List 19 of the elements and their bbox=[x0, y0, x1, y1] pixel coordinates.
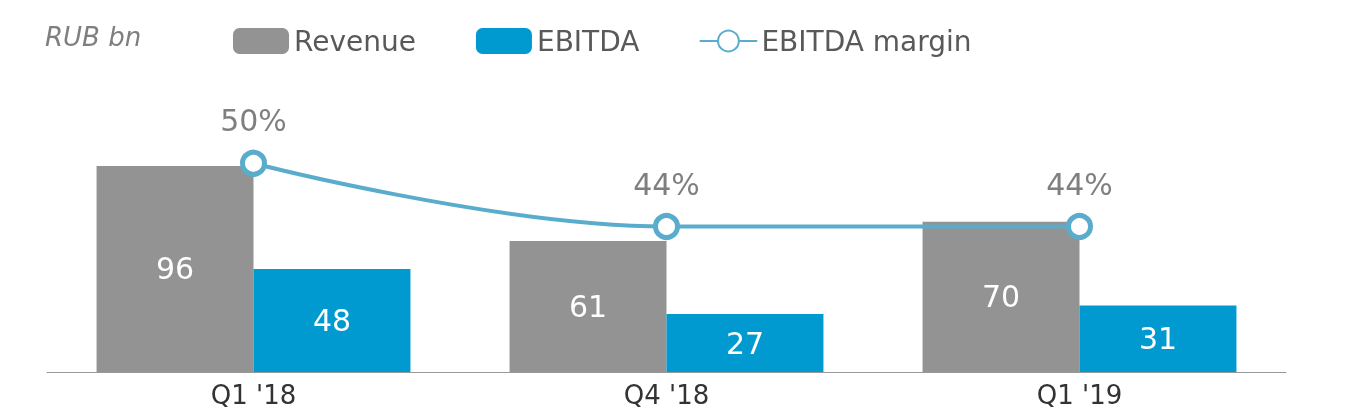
data-label: 31 bbox=[1138, 321, 1178, 357]
bar bbox=[1079, 305, 1237, 372]
x-tick-label: Q1 '19 bbox=[1036, 380, 1123, 410]
legend-label: Revenue bbox=[294, 24, 416, 58]
data-label: 27 bbox=[725, 325, 765, 361]
data-label: 44% bbox=[633, 166, 700, 202]
bar bbox=[253, 268, 411, 372]
legend-label: EBITDA bbox=[536, 24, 640, 58]
data-label: 96 bbox=[155, 251, 195, 287]
data-label: 44% bbox=[1046, 166, 1113, 202]
data-label: 70 bbox=[981, 279, 1021, 315]
y-axis-title: RUB bn bbox=[45, 22, 142, 52]
x-tick-label: Q4 '18 bbox=[623, 380, 710, 410]
bar bbox=[666, 314, 824, 372]
data-label: 48 bbox=[312, 302, 352, 338]
data-label: 61 bbox=[568, 289, 608, 325]
legend-label: EBITDA margin bbox=[761, 24, 972, 58]
x-tick-label: Q1 '18 bbox=[210, 380, 297, 410]
data-label: 50% bbox=[220, 103, 287, 139]
